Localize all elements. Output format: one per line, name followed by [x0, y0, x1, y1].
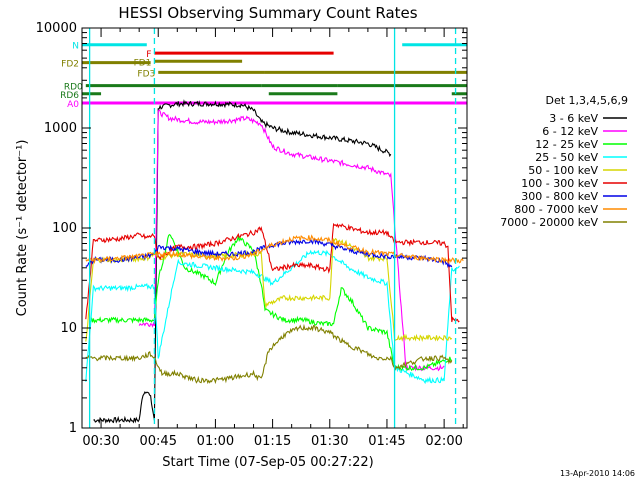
flag-label: F	[146, 50, 151, 60]
x-tick-label: 00:30	[82, 434, 119, 449]
flag-label: N	[72, 42, 79, 52]
x-tick-label: 02:00	[425, 434, 462, 449]
flag-label: RD6	[60, 91, 79, 101]
flag-label: RD0	[64, 83, 83, 93]
legend-label: 3 - 6 keV	[549, 112, 598, 125]
series-line	[138, 109, 445, 372]
series-line	[89, 233, 452, 372]
legend-label: 100 - 300 keV	[521, 177, 598, 190]
legend-label: 50 - 100 keV	[528, 164, 598, 177]
flag-label: FD2	[61, 60, 79, 70]
x-axis: 00:30 00:45 01:00 01:15 01:30 01:45 02:00	[81, 28, 464, 449]
x-tick-label: 00:45	[140, 434, 177, 449]
series-line	[85, 234, 464, 265]
x-axis-label: Start Time (07-Sep-05 00:27:22)	[162, 455, 373, 470]
y-axis-label: Count Rate (s⁻¹ detector⁻¹)	[15, 140, 30, 317]
y-tick-label: 10000	[36, 21, 77, 36]
series-line	[85, 323, 453, 385]
flag-label: FD3	[137, 69, 155, 79]
y-tick-label: 1000	[44, 121, 77, 136]
x-tick-label: 01:45	[368, 434, 405, 449]
y-tick-label: 10	[60, 321, 77, 336]
legend-label: 25 - 50 keV	[535, 151, 598, 164]
legend-label: 800 - 7000 keV	[514, 203, 598, 216]
footer-timestamp: 13-Apr-2010 14:06	[560, 469, 635, 478]
series-line	[93, 99, 392, 424]
legend-title: Det 1,3,4,5,6,9	[545, 94, 628, 107]
chart-title: HESSI Observing Summary Count Rates	[118, 4, 417, 22]
y-tick-label: 100	[52, 221, 77, 236]
flag-label: A0	[67, 100, 79, 110]
series-lines	[85, 99, 464, 424]
legend-label: 12 - 25 keV	[535, 138, 598, 151]
x-tick-label: 01:00	[197, 434, 234, 449]
x-tick-label: 01:15	[254, 434, 291, 449]
y-tick-label: 1	[69, 421, 77, 436]
y-axis: 1 10 100 1000 10000	[36, 21, 467, 436]
legend-label: 300 - 800 keV	[521, 190, 598, 203]
observing-flags: NFFD1FD2FD3RD0RD6A0	[60, 42, 467, 110]
legend-label: 6 - 12 keV	[542, 125, 598, 138]
series-line	[85, 222, 460, 323]
series-line	[85, 249, 460, 385]
legend-label: 7000 - 20000 keV	[500, 216, 598, 229]
x-tick-label: 01:30	[311, 434, 348, 449]
